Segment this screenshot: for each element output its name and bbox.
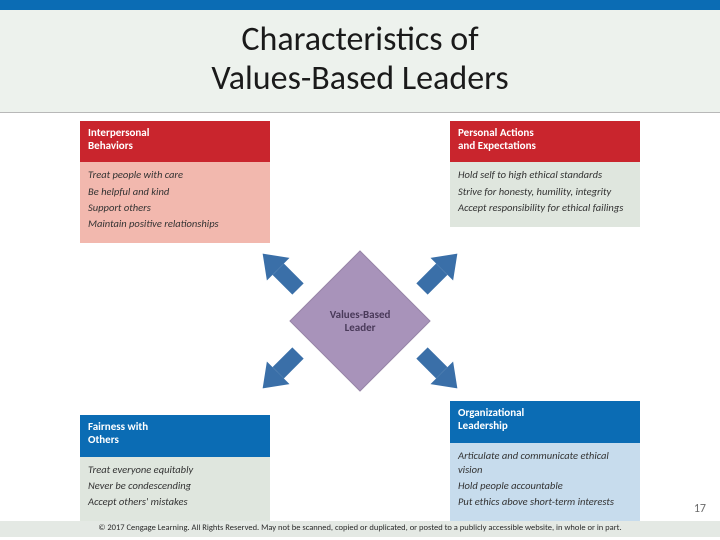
copyright-footer: © 2017 Cengage Learning. All Rights Rese… [0,521,720,537]
quadrant-body: Articulate and communicate ethical visio… [450,443,640,522]
top-accent-bar [0,0,720,10]
quadrant-item: Never be condescending [88,479,262,493]
quadrant-organizational: OrganizationalLeadership Articulate and … [450,401,640,521]
quadrant-interpersonal: InterpersonalBehaviors Treat people with… [80,121,270,243]
quadrant-header: OrganizationalLeadership [450,401,640,442]
quadrant-item: Articulate and communicate ethical visio… [458,449,632,477]
center-label: Values-BasedLeader [330,308,391,334]
quadrant-item: Accept others' mistakes [88,495,262,509]
quadrant-item: Strive for honesty, humility, integrity [458,185,632,199]
quadrant-item: Hold self to high ethical standards [458,168,632,182]
page-number: 17 [694,502,706,516]
quadrant-body: Treat everyone equitably Never be condesc… [80,457,270,522]
quadrant-item: Be helpful and kind [88,185,262,199]
quadrant-item: Hold people accountable [458,479,632,493]
quadrant-body: Hold self to high ethical standards Striv… [450,162,640,227]
quadrant-header: Personal Actionsand Expectations [450,121,640,162]
quadrant-body: Treat people with care Be helpful and kin… [80,162,270,243]
quadrant-item: Put ethics above short-term interests [458,495,632,509]
page-title: Characteristics ofValues-Based Leaders [0,20,720,98]
quadrant-item: Treat everyone equitably [88,463,262,477]
title-area: Characteristics ofValues-Based Leaders [0,10,720,113]
quadrant-item: Maintain positive relationships [88,217,262,231]
quadrant-header: InterpersonalBehaviors [80,121,270,162]
quadrant-item: Treat people with care [88,168,262,182]
quadrant-item: Support others [88,201,262,215]
quadrant-item: Accept responsibility for ethical failin… [458,201,632,215]
diagram-container: InterpersonalBehaviors Treat people with… [80,121,640,521]
quadrant-personal-actions: Personal Actionsand Expectations Hold se… [450,121,640,227]
quadrant-header: Fairness withOthers [80,415,270,456]
center-diamond: Values-BasedLeader [289,250,430,391]
quadrant-fairness: Fairness withOthers Treat everyone equit… [80,415,270,521]
